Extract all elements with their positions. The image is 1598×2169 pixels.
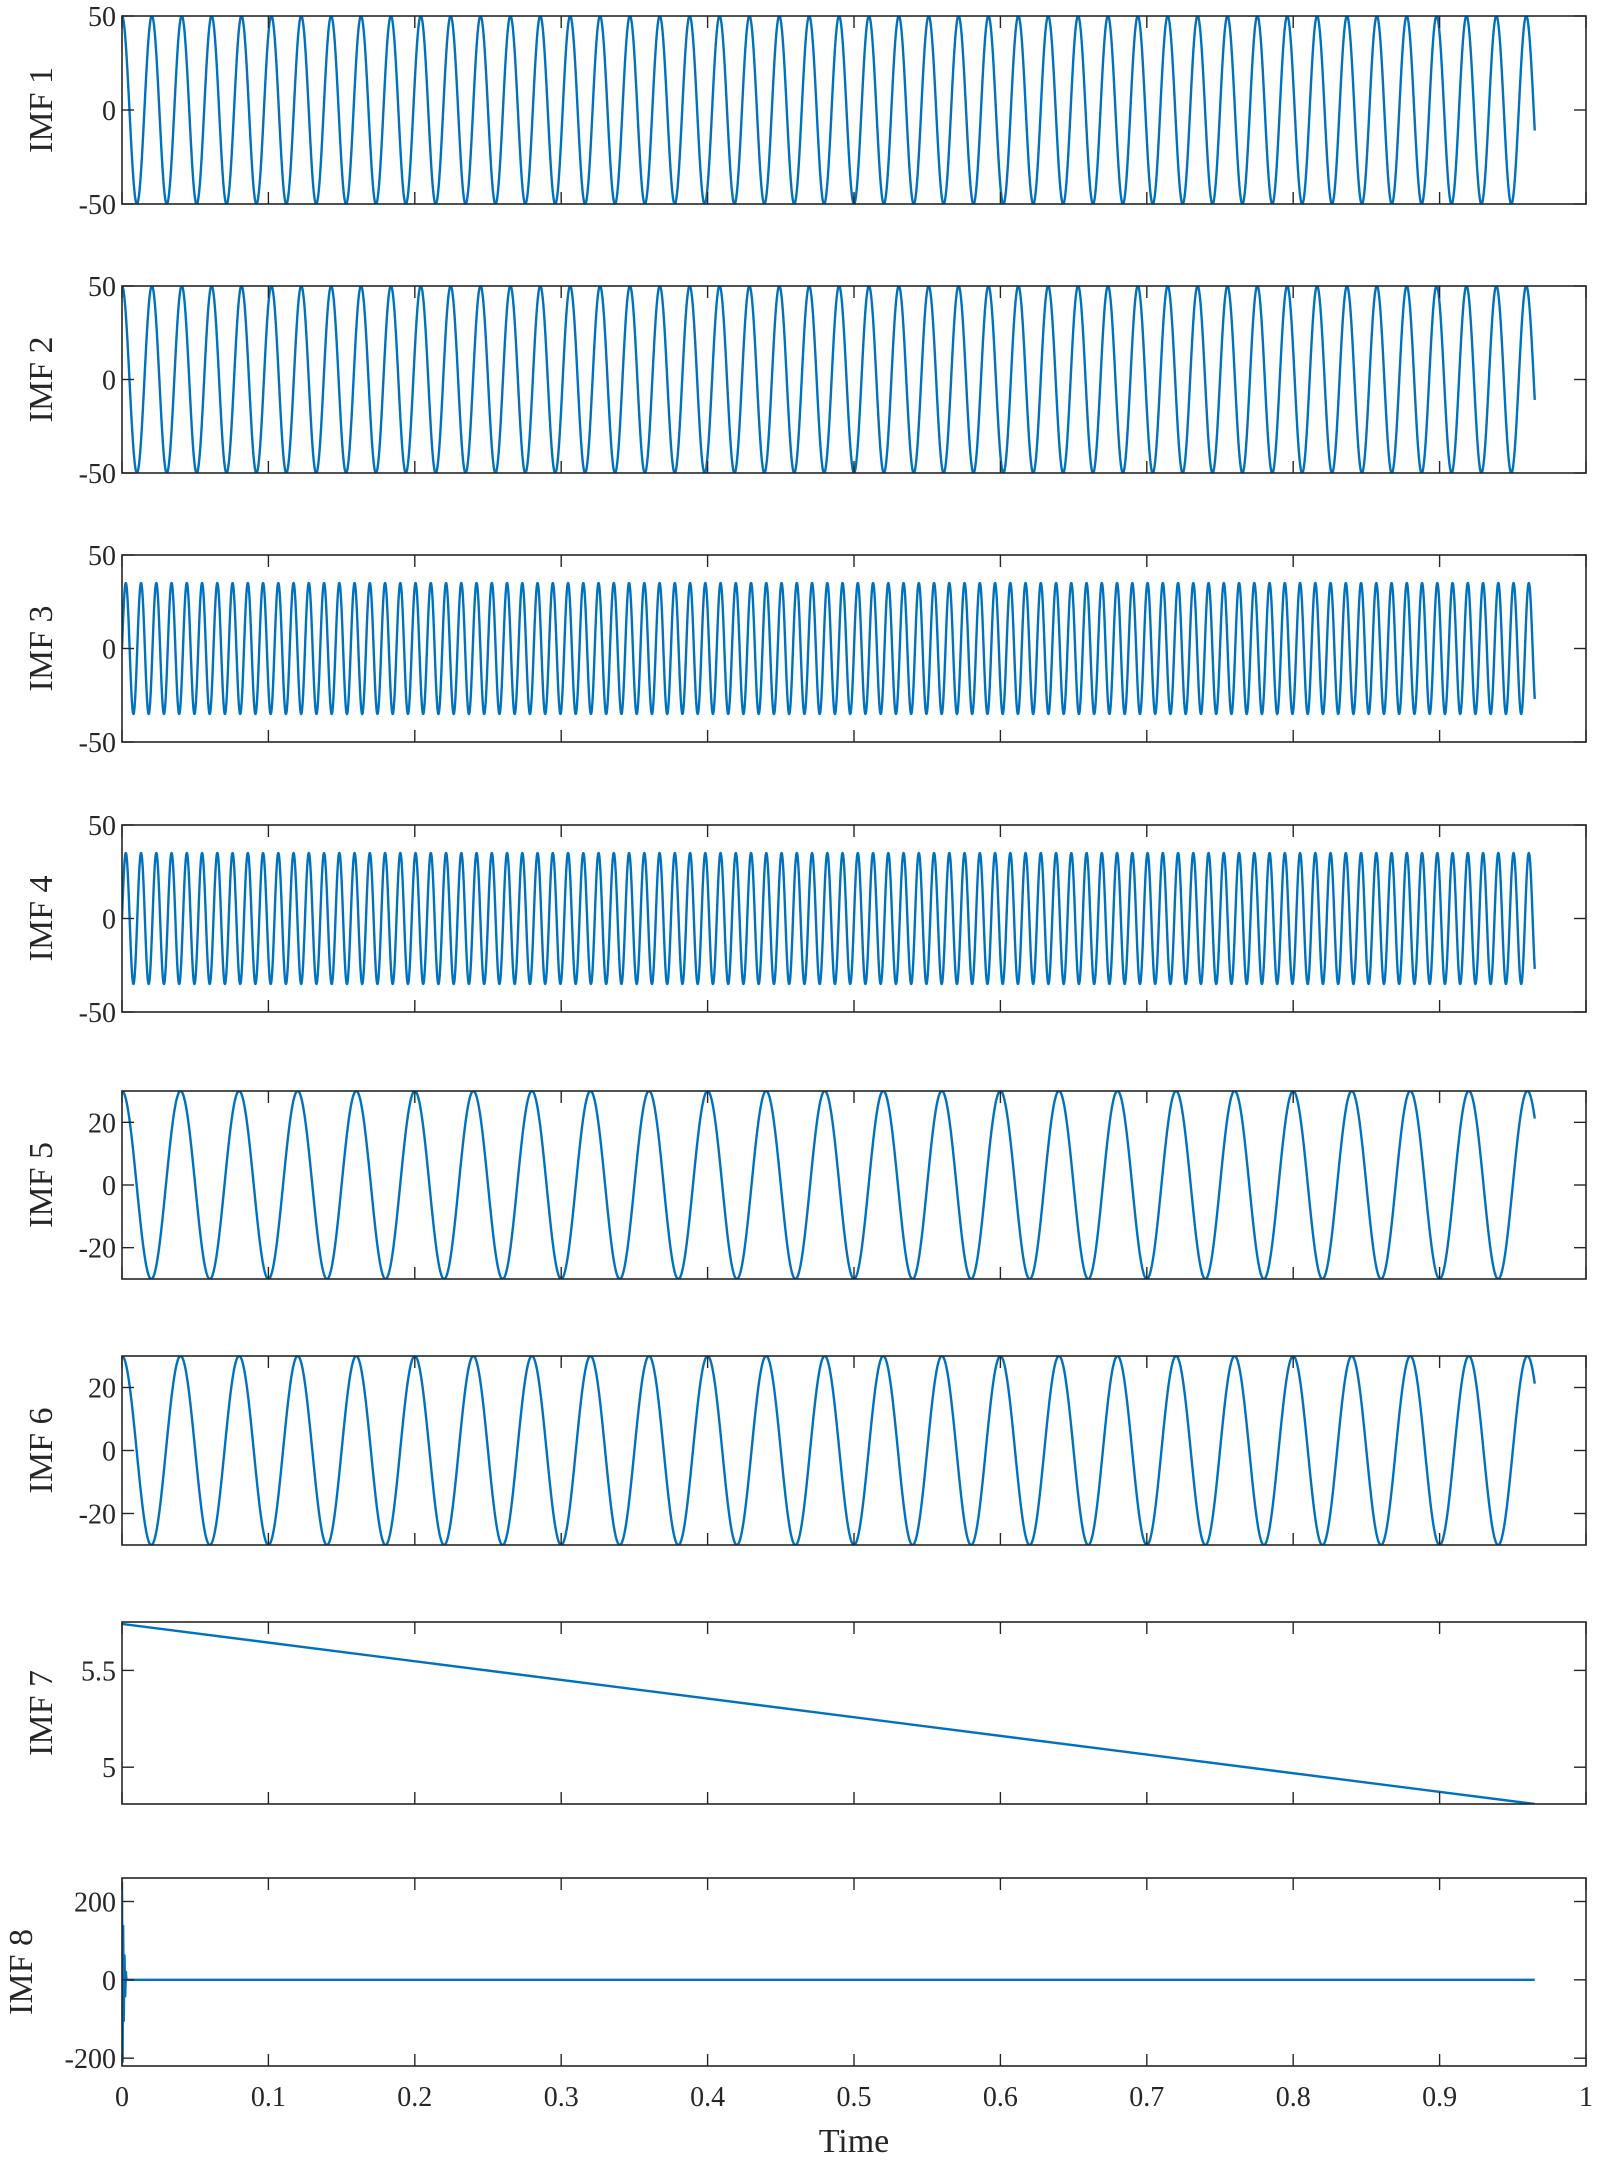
x-axis-label: Time <box>819 2123 890 2160</box>
y-tick-label: 50 <box>88 2 116 33</box>
x-tick-label: 0.2 <box>397 2082 432 2113</box>
y-tick-label: 20 <box>88 1108 116 1139</box>
y-tick-label: 200 <box>74 1888 116 1919</box>
y-axis-label: IMF 5 <box>23 1142 60 1228</box>
y-tick-label: -50 <box>79 728 116 759</box>
y-axis-label: IMF 1 <box>23 67 60 153</box>
subplot-imf-8: -200 0 200 IMF 8 0 0.1 0.2 0.3 0.4 0.5 0.6 0.7 0.8 0.… <box>3 1877 1593 2160</box>
y-tick-label: 50 <box>88 811 116 842</box>
y-tick-label: 5 <box>102 1753 116 1784</box>
y-tick-label: 50 <box>88 272 116 303</box>
axes-frame <box>121 1621 1587 1805</box>
x-tick-label: 0.3 <box>544 2082 579 2113</box>
y-tick-label: 50 <box>88 541 116 572</box>
x-tick-label: 0.9 <box>1422 2082 1457 2113</box>
subplot-imf-6: -20 0 20 IMF 6 <box>23 1355 1587 1546</box>
y-tick-label: 0 <box>102 1171 116 1202</box>
y-tick-label: -20 <box>79 1234 116 1265</box>
imf-8-series-line <box>122 1881 1535 2064</box>
imf-3-series-line <box>122 581 1536 716</box>
subplot-imf-3: -50 0 50 IMF 3 <box>23 541 1587 759</box>
x-tick-label: 0.4 <box>690 2082 725 2113</box>
y-tick-label: 0 <box>102 1437 116 1468</box>
y-tick-label: 0 <box>102 635 116 666</box>
x-tick-label: 0.7 <box>1129 2082 1164 2113</box>
y-axis-label: IMF 6 <box>23 1408 60 1494</box>
subplot-imf-1: -50 0 50 IMF 1 <box>23 2 1587 221</box>
x-tick-label: 0.5 <box>837 2082 872 2113</box>
subplot-imf-2: -50 0 50 IMF 2 <box>23 272 1587 490</box>
x-tick-label: 0.8 <box>1276 2082 1311 2113</box>
y-tick-label: -200 <box>65 2044 116 2075</box>
y-axis-label: IMF 4 <box>23 876 60 962</box>
y-axis-label: IMF 3 <box>23 606 60 692</box>
y-tick-label: 5.5 <box>81 1656 116 1687</box>
x-tick-label: 1 <box>1579 2082 1593 2113</box>
y-tick-label: -50 <box>79 998 116 1029</box>
subplot-imf-7: 5 5.5 IMF 7 <box>23 1621 1587 1805</box>
x-tick-label: 0 <box>115 2082 129 2113</box>
imf-2-series-line <box>122 286 1536 473</box>
y-tick-label: 0 <box>102 905 116 936</box>
y-tick-label: -50 <box>79 190 116 221</box>
y-tick-label: 0 <box>102 1966 116 1997</box>
imf-4-series-line <box>122 851 1536 986</box>
imf-5-series-line <box>122 1091 1536 1279</box>
subplot-imf-5: -20 0 20 IMF 5 <box>23 1090 1587 1280</box>
imf-1-series-line <box>122 16 1536 204</box>
imf-6-series-line <box>122 1356 1536 1545</box>
y-tick-label: 0 <box>102 366 116 397</box>
y-axis-label: IMF 2 <box>23 337 60 423</box>
x-tick-label: 0.6 <box>983 2082 1018 2113</box>
y-tick-label: 0 <box>102 96 116 127</box>
y-tick-label: -50 <box>79 459 116 490</box>
imf-7-series-line <box>122 1622 1535 1804</box>
axes-frame <box>121 1877 1587 2067</box>
y-axis-label: IMF 7 <box>23 1670 60 1756</box>
y-axis-label: IMF 8 <box>3 1929 40 2015</box>
y-tick-label: -20 <box>79 1500 116 1531</box>
x-tick-label: 0.1 <box>251 2082 286 2113</box>
subplot-imf-4: -50 0 50 IMF 4 <box>23 811 1587 1029</box>
y-tick-label: 20 <box>88 1374 116 1405</box>
